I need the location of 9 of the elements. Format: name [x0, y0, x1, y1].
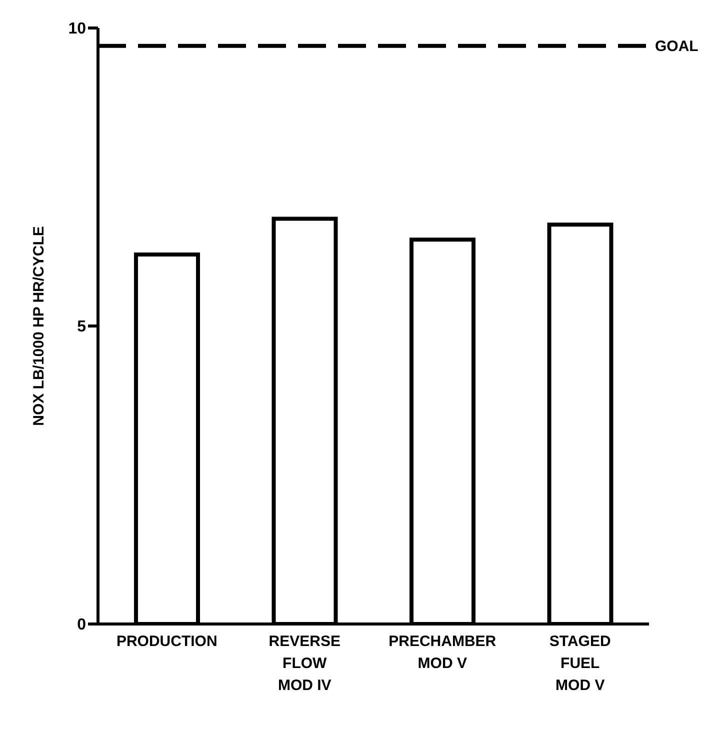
x-tick-label: PRODUCTION — [116, 633, 218, 650]
y-tick-label: 5 — [77, 318, 86, 336]
y-tick-label: 0 — [77, 616, 86, 634]
y-tick-label: 10 — [68, 20, 86, 38]
x-tick-label: PRECHAMBER MOD V — [388, 633, 496, 672]
y-axis-title: NOX LB/1000 HP HR/CYCLE — [30, 226, 48, 426]
x-tick-label: REVERSE FLOW MOD IV — [268, 633, 340, 694]
x-tick-label: STAGED FUEL MOD V — [549, 633, 611, 694]
ref-line-label: GOAL — [655, 38, 698, 55]
